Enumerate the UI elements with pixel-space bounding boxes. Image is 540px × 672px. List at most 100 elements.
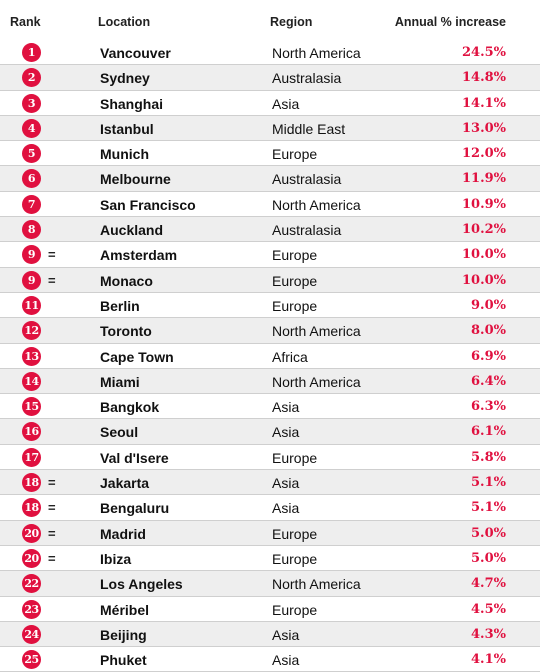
rank-badge: 8 bbox=[22, 220, 41, 240]
rank-badge: 1 bbox=[22, 43, 41, 62]
annual-increase-cell: 4.1% bbox=[471, 652, 506, 668]
tie-marker: = bbox=[48, 500, 56, 516]
table-row: 23 Méribel Europe 4.5% bbox=[0, 597, 540, 622]
tie-marker: = bbox=[48, 247, 56, 263]
annual-increase-cell: 10.0% bbox=[461, 247, 506, 263]
rank-badge: 17 bbox=[22, 447, 41, 467]
rank-badge: 12 bbox=[22, 321, 41, 341]
location-cell: Shanghai bbox=[100, 95, 164, 112]
location-cell: Cape Town bbox=[100, 348, 174, 365]
annual-increase-cell: 5.1% bbox=[471, 475, 506, 491]
annual-increase-cell: 9.0% bbox=[471, 297, 506, 313]
annual-increase-cell: 11.9% bbox=[461, 171, 506, 187]
table-row: 13 Cape Town Africa 6.9% bbox=[0, 344, 540, 369]
table-row: 18 = Bengaluru Asia 5.1% bbox=[0, 495, 540, 521]
annual-increase-cell: 13.0% bbox=[461, 120, 506, 136]
table-row: 12 Toronto North America 8.0% bbox=[0, 318, 540, 344]
rank-badge: 20 bbox=[22, 523, 41, 543]
table-row: 24 Beijing Asia 4.3% bbox=[0, 621, 540, 648]
region-cell: Africa bbox=[272, 348, 308, 365]
region-cell: North America bbox=[272, 323, 361, 340]
table-row: 4 Istanbul Middle East 13.0% bbox=[0, 115, 540, 142]
region-cell: Asia bbox=[272, 475, 300, 492]
location-cell: Auckland bbox=[100, 222, 164, 239]
tie-marker: = bbox=[48, 475, 56, 491]
annual-increase-cell: 10.2% bbox=[461, 222, 506, 238]
region-cell: Asia bbox=[272, 500, 300, 517]
location-cell: Val d'Isere bbox=[100, 449, 169, 466]
rank-badge: 5 bbox=[22, 144, 41, 164]
table-row: 7 San Francisco North America 10.9% bbox=[0, 192, 540, 218]
annual-increase-cell: 4.7% bbox=[471, 576, 506, 592]
header-region: Region bbox=[270, 15, 313, 29]
region-cell: Europe bbox=[272, 247, 318, 264]
annual-increase-cell: 14.8% bbox=[461, 70, 506, 86]
rank-badge: 23 bbox=[22, 599, 41, 619]
table-row: 18 = Jakarta Asia 5.1% bbox=[0, 470, 540, 496]
region-cell: North America bbox=[272, 373, 361, 390]
rank-badge: 24 bbox=[22, 624, 41, 644]
annual-increase-cell: 24.5% bbox=[461, 45, 506, 60]
region-cell: Asia bbox=[272, 652, 300, 669]
region-cell: Europe bbox=[272, 272, 318, 289]
location-cell: Los Angeles bbox=[100, 576, 183, 593]
location-cell: Vancouver bbox=[100, 45, 171, 61]
location-cell: Miami bbox=[100, 373, 140, 390]
location-cell: Beijing bbox=[100, 626, 147, 643]
table-row: 9 = Monaco Europe 10.0% bbox=[0, 267, 540, 293]
region-cell: Asia bbox=[272, 399, 300, 416]
rank-badge: 2 bbox=[22, 68, 41, 88]
rank-badge: 18 bbox=[22, 473, 41, 493]
annual-increase-cell: 5.0% bbox=[471, 550, 506, 566]
region-cell: Middle East bbox=[272, 120, 346, 137]
region-cell: Europe bbox=[272, 449, 318, 466]
region-cell: Europe bbox=[272, 297, 318, 314]
location-cell: Bangkok bbox=[100, 399, 160, 416]
table-row: 2 Sydney Australasia 14.8% bbox=[0, 65, 540, 91]
table-row: 25 Phuket Asia 4.1% bbox=[0, 647, 540, 672]
region-cell: Australasia bbox=[272, 222, 342, 239]
table-row: 6 Melbourne Australasia 11.9% bbox=[0, 166, 540, 192]
location-cell: San Francisco bbox=[100, 196, 196, 213]
region-cell: Europe bbox=[272, 525, 318, 542]
location-cell: Toronto bbox=[100, 323, 152, 340]
annual-increase-cell: 4.5% bbox=[471, 601, 506, 617]
rank-badge: 9 bbox=[22, 245, 41, 265]
tie-marker: = bbox=[48, 272, 56, 288]
table-body: 1 Vancouver North America 24.5% 2 Sydney Austr… bbox=[0, 40, 540, 672]
location-cell: Méribel bbox=[100, 601, 150, 618]
table-row: 16 Seoul Asia 6.1% bbox=[0, 419, 540, 445]
table-row: 17 Val d'Isere Europe 5.8% bbox=[0, 445, 540, 471]
table-row: 14 Miami North America 6.4% bbox=[0, 368, 540, 395]
location-cell: Monaco bbox=[100, 272, 153, 289]
rank-badge: 9 bbox=[22, 270, 41, 290]
table-header: Rank Location Region Annual % increase bbox=[0, 0, 540, 40]
location-cell: Phuket bbox=[100, 652, 147, 669]
table-row: 20 = Ibiza Europe 5.0% bbox=[0, 546, 540, 572]
rank-badge: 11 bbox=[22, 295, 41, 315]
annual-increase-cell: 5.0% bbox=[471, 525, 506, 541]
annual-increase-cell: 5.8% bbox=[471, 449, 506, 465]
table-row: 22 Los Angeles North America 4.7% bbox=[0, 571, 540, 597]
table-row: 9 = Amsterdam Europe 10.0% bbox=[0, 242, 540, 268]
table-row: 5 Munich Europe 12.0% bbox=[0, 141, 540, 167]
region-cell: North America bbox=[272, 196, 361, 213]
location-cell: Jakarta bbox=[100, 475, 150, 492]
rank-badge: 25 bbox=[22, 650, 41, 670]
rank-badge: 3 bbox=[22, 93, 41, 113]
tie-marker: = bbox=[48, 550, 56, 566]
rank-badge: 14 bbox=[22, 371, 41, 391]
rank-badge: 7 bbox=[22, 194, 41, 214]
table-row: 3 Shanghai Asia 14.1% bbox=[0, 91, 540, 116]
rank-badge: 20 bbox=[22, 548, 41, 568]
annual-increase-cell: 6.9% bbox=[471, 348, 506, 364]
annual-increase-cell: 10.9% bbox=[461, 196, 506, 212]
location-cell: Bengaluru bbox=[100, 500, 170, 517]
annual-increase-cell: 6.3% bbox=[471, 399, 506, 415]
annual-increase-cell: 6.1% bbox=[471, 424, 506, 440]
annual-increase-cell: 12.0% bbox=[461, 146, 506, 162]
table-row: 8 Auckland Australasia 10.2% bbox=[0, 217, 540, 243]
location-cell: Madrid bbox=[100, 525, 146, 542]
region-cell: Asia bbox=[272, 424, 300, 441]
tie-marker: = bbox=[48, 525, 56, 541]
